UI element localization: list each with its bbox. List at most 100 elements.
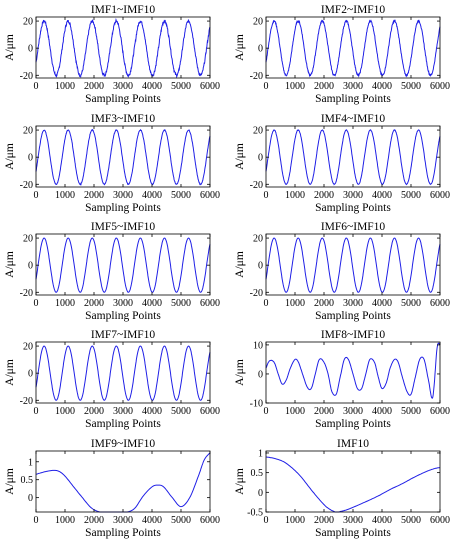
x-tick-label: 2000 <box>314 298 334 309</box>
x-axis-label: Sampling Points <box>315 202 391 214</box>
y-tick-label: 20 <box>253 126 263 137</box>
x-tick-label: 4000 <box>142 190 162 201</box>
x-tick-label: 0 <box>264 190 269 201</box>
y-tick-label: 20 <box>253 234 263 245</box>
subplot-1: 0 1000 2000 3000 4000 5000 6000-20020IMF1~IMF1… <box>4 4 220 105</box>
y-tick-label: 20 <box>23 234 33 245</box>
x-tick-label: 1000 <box>285 190 305 201</box>
y-tick-label: 20 <box>23 17 33 28</box>
x-tick-label: 6000 <box>430 406 450 417</box>
y-tick-label: 0 <box>28 261 33 272</box>
x-tick-label: 2000 <box>84 298 104 309</box>
x-tick-label: 2000 <box>314 515 334 526</box>
x-tick-label: 3000 <box>113 406 133 417</box>
subplot-title: IMF9~IMF10 <box>91 438 156 450</box>
y-tick-label: -20 <box>250 288 263 299</box>
y-axis-label: A/μm <box>4 468 16 495</box>
y-axis-label: A/μm <box>234 251 246 278</box>
y-tick-label: -10 <box>250 399 263 410</box>
x-tick-label: 5000 <box>401 515 421 526</box>
x-tick-label: 4000 <box>372 406 392 417</box>
x-axis-label: Sampling Points <box>85 310 161 322</box>
x-tick-label: 5000 <box>171 190 191 201</box>
y-tick-label: 0 <box>28 493 33 504</box>
series-line-1 <box>35 128 211 186</box>
x-tick-label: 2000 <box>84 406 104 417</box>
subplot-5: 0 1000 2000 3000 4000 5000 6000-20020IMF5~IMF1… <box>4 221 220 322</box>
y-tick-label: -20 <box>20 71 33 82</box>
x-tick-label: 4000 <box>142 298 162 309</box>
subplot-title: IMF10 <box>337 438 369 450</box>
y-tick-label: 20 <box>23 126 33 137</box>
y-tick-label: 0 <box>28 44 33 55</box>
y-tick-label: -20 <box>20 396 33 407</box>
series-line-1 <box>265 19 441 78</box>
x-axis-label: Sampling Points <box>315 93 391 105</box>
subplot-2: 0 1000 2000 3000 4000 5000 6000-20020IMF2~IMF1… <box>234 4 450 105</box>
y-tick-label: 0.5 <box>21 475 34 486</box>
axes-box <box>35 450 211 513</box>
y-tick-label: 0 <box>258 369 263 380</box>
y-tick-label: 0 <box>258 488 263 499</box>
y-tick-label: 0.5 <box>251 468 264 479</box>
x-tick-label: 2000 <box>314 190 334 201</box>
x-tick-label: 3000 <box>343 406 363 417</box>
series-line-1 <box>265 129 441 186</box>
subplot-title: IMF1~IMF10 <box>91 4 156 16</box>
y-tick-label: 1 <box>258 448 263 459</box>
x-tick-label: 2000 <box>314 81 334 92</box>
x-tick-label: 4000 <box>372 81 392 92</box>
x-tick-label: 6000 <box>430 298 450 309</box>
subplot-title: IMF2~IMF10 <box>321 4 386 16</box>
y-axis-label: A/μm <box>234 359 246 386</box>
x-tick-label: 2000 <box>314 406 334 417</box>
y-tick-label: -20 <box>250 180 263 191</box>
y-axis-label: A/μm <box>4 251 16 278</box>
y-tick-label: -20 <box>20 288 33 299</box>
subplot-3: 0 1000 2000 3000 4000 5000 6000-20020IMF3~IMF1… <box>4 113 220 214</box>
x-tick-label: 1000 <box>55 190 75 201</box>
y-tick-label: 20 <box>23 342 33 353</box>
x-tick-label: 4000 <box>142 515 162 526</box>
x-tick-label: 5000 <box>171 515 191 526</box>
x-tick-label: 1000 <box>55 406 75 417</box>
x-tick-label: 4000 <box>142 81 162 92</box>
x-tick-label: 3000 <box>343 298 363 309</box>
x-tick-label: 0 <box>34 298 39 309</box>
x-tick-label: 4000 <box>372 298 392 309</box>
x-tick-label: 0 <box>34 406 39 417</box>
x-tick-label: 2000 <box>84 515 104 526</box>
y-tick-label: 20 <box>253 17 263 28</box>
subplot-10: 0 1000 2000 3000 4000 5000 6000-0.500.51IMF10S… <box>234 438 450 539</box>
y-tick-label: -20 <box>250 71 263 82</box>
x-tick-label: 6000 <box>200 190 220 201</box>
series-line-1 <box>35 345 211 401</box>
x-tick-label: 5000 <box>171 406 191 417</box>
y-axis-label: A/μm <box>234 468 246 495</box>
x-axis-label: Sampling Points <box>315 418 391 430</box>
x-tick-label: 3000 <box>113 190 133 201</box>
x-tick-label: 4000 <box>372 190 392 201</box>
x-tick-label: 1000 <box>285 298 305 309</box>
series-line-1 <box>265 237 441 293</box>
x-tick-label: 0 <box>264 515 269 526</box>
x-axis-label: Sampling Points <box>85 527 161 539</box>
y-axis-label: A/μm <box>234 34 246 61</box>
x-tick-label: 6000 <box>430 190 450 201</box>
x-tick-label: 6000 <box>430 515 450 526</box>
x-tick-label: 0 <box>34 515 39 526</box>
x-axis-label: Sampling Points <box>85 93 161 105</box>
x-tick-label: 5000 <box>401 190 421 201</box>
x-tick-label: 3000 <box>343 515 363 526</box>
x-axis-label: Sampling Points <box>315 310 391 322</box>
subplot-title: IMF5~IMF10 <box>91 221 156 233</box>
series-line-1 <box>35 452 211 513</box>
x-tick-label: 1000 <box>55 298 75 309</box>
x-tick-label: 4000 <box>142 406 162 417</box>
y-tick-label: 0 <box>28 153 33 164</box>
x-tick-label: 3000 <box>113 81 133 92</box>
x-tick-label: 2000 <box>84 190 104 201</box>
series-line-1 <box>35 237 211 293</box>
y-tick-label: 0 <box>258 261 263 272</box>
